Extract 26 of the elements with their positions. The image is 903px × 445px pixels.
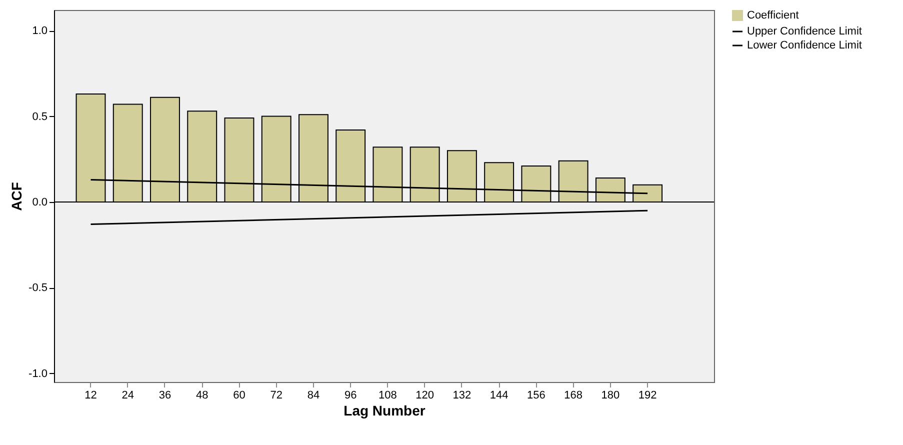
y-tick-label: -0.5 <box>28 282 48 294</box>
x-tick-label: 36 <box>158 390 172 402</box>
x-tick-label: 120 <box>416 390 434 402</box>
x-tick-label: 144 <box>490 390 508 402</box>
x-tick-label: 72 <box>270 390 282 402</box>
x-tick-label: 132 <box>452 390 472 402</box>
x-tick-label: 96 <box>344 390 357 402</box>
x-tick-label: 192 <box>638 390 657 402</box>
x-tick-label: 12 <box>84 390 97 402</box>
x-tick-label: 180 <box>601 390 620 402</box>
x-tick-label: 168 <box>564 390 582 402</box>
y-tick-label: 0.5 <box>32 110 48 123</box>
y-tick-label: 0.0 <box>32 196 48 208</box>
x-tick-label: 24 <box>122 390 134 402</box>
x-tick-label: 108 <box>378 390 397 402</box>
legend-label: Coefficient <box>747 10 799 22</box>
legend-label: Upper Confidence Limit <box>747 26 862 38</box>
x-tick-label: 60 <box>233 390 246 402</box>
x-axis-title: Lag Number <box>344 402 426 418</box>
x-tick-label: 48 <box>196 390 208 402</box>
x-tick-label: 156 <box>527 390 546 402</box>
x-tick-label: 84 <box>307 390 320 402</box>
y-tick-label: -1.0 <box>28 368 48 380</box>
y-tick-label: 1.0 <box>32 25 48 38</box>
legend-label: Lower Confidence Limit <box>747 40 862 52</box>
y-axis-title: ACF <box>8 182 25 211</box>
